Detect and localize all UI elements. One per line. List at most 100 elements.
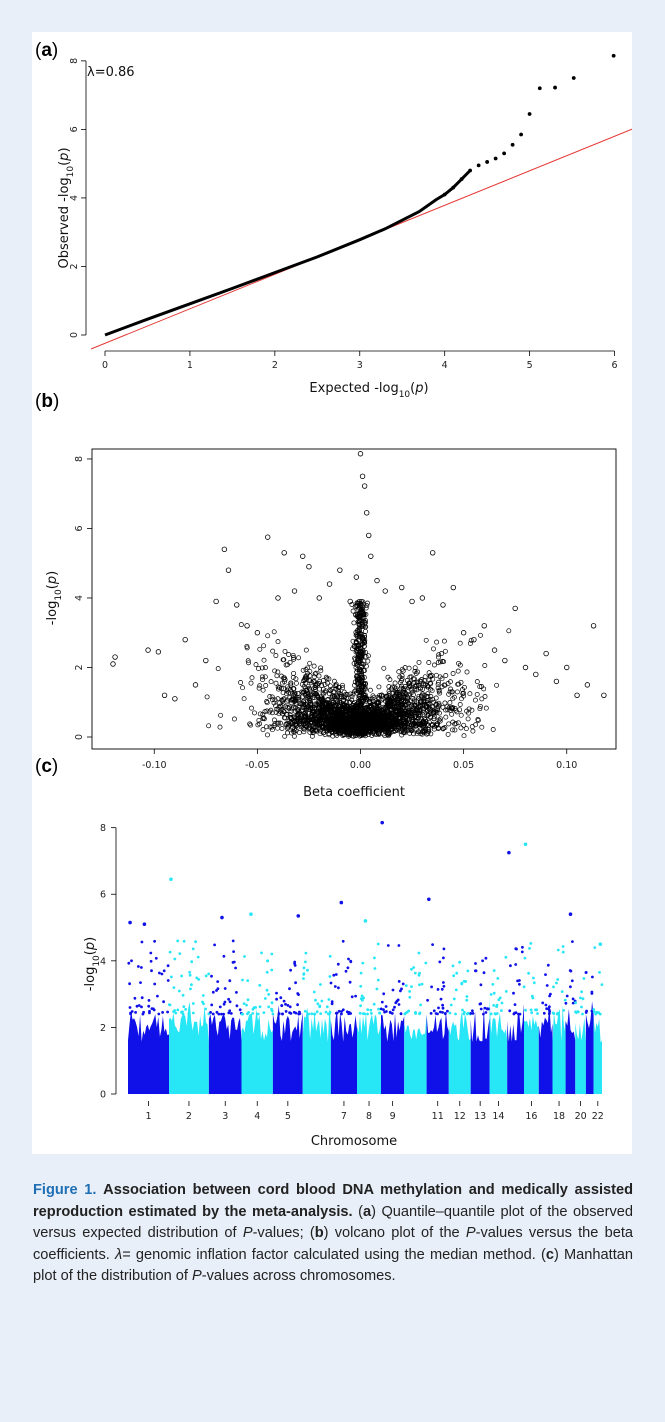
volcano-y-tick-label: 4	[74, 595, 85, 601]
manhattan-band	[565, 1008, 576, 1094]
manhattan-points	[592, 946, 604, 1016]
manhattan-chromosome-4	[240, 951, 275, 1094]
qq-x-tick-label: 3	[357, 360, 363, 371]
volcano-point	[440, 602, 446, 608]
volcano-x-tick-label: 0.00	[350, 760, 371, 771]
manhattan-band	[169, 1001, 209, 1094]
manhattan-band	[241, 1009, 273, 1094]
volcano-point	[368, 553, 374, 559]
manhattan-band	[575, 1018, 586, 1094]
qq-point	[476, 163, 481, 168]
manhattan-band	[128, 1010, 169, 1094]
manhattan-band	[524, 1015, 539, 1094]
qq-x-axis-label: Expected -log10(p)	[309, 381, 428, 400]
manhattan-peak-point	[296, 914, 301, 918]
qq-point	[510, 142, 515, 147]
qq-point	[493, 156, 498, 161]
panel-letter-a: (a)	[35, 40, 58, 61]
manhattan-points	[403, 951, 428, 1016]
volcano-point	[512, 605, 518, 612]
caption-italic-p2: P	[465, 1225, 476, 1241]
caption-text-3: -values; (	[252, 1225, 315, 1241]
volcano-point	[291, 588, 298, 594]
volcano-point	[300, 553, 306, 559]
volcano-x-tick-label: 0.05	[453, 760, 474, 771]
manhattan-peak-point	[339, 900, 344, 905]
volcano-plot: -0.10 -0.05 0.00 0.05 0.10 0 2 4 6 8 -log10(p) Be…	[45, 448, 617, 800]
manhattan-band	[208, 1013, 242, 1094]
caption-text-4: ) volcano plot of the	[323, 1225, 466, 1241]
manhattan-chromosome-10	[403, 951, 428, 1094]
volcano-point	[112, 654, 118, 660]
volcano-point	[553, 678, 560, 685]
manhattan-x-tick-label: 7	[341, 1111, 347, 1122]
qq-point	[571, 76, 576, 80]
manhattan-x-tick-label: 12	[454, 1111, 466, 1122]
volcano-point	[399, 584, 405, 591]
manhattan-points	[329, 939, 357, 1016]
manhattan-chromosome-12	[448, 960, 472, 1094]
caption-letter-c: c	[545, 1246, 554, 1263]
manhattan-chromosome-15	[507, 945, 524, 1094]
manhattan-y-tick-label: 6	[100, 890, 106, 901]
volcano-point	[155, 649, 162, 655]
caption-text-2: ) Quantile–quantile plot of the observed…	[33, 1203, 634, 1242]
volcano-y-tick-label: 8	[74, 456, 85, 462]
manhattan-x-tick-label: 4	[254, 1111, 260, 1122]
manhattan-band	[489, 997, 508, 1094]
manhattan-x-tick-label: 20	[575, 1111, 587, 1122]
manhattan-points	[302, 951, 332, 1016]
manhattan-peak-point	[568, 912, 573, 917]
manhattan-x-tick-label: 3	[222, 1111, 228, 1122]
volcano-point	[481, 623, 487, 629]
qq-plot: λ=0.86 0 1 2 3 4 5 6 0 2 4 6 8 Observed -log10(p) E…	[57, 53, 632, 400]
qq-point	[527, 112, 532, 116]
volcano-y-tick-label: 0	[74, 734, 85, 740]
caption-text-5: -values versus the beta coefficients.	[33, 1225, 634, 1263]
manhattan-x-tick-label: 1	[145, 1111, 151, 1122]
volcano-x-axis-label: Beta coefficient	[303, 785, 405, 800]
volcano-point	[522, 664, 529, 671]
caption-lambda: λ	[115, 1246, 123, 1263]
manhattan-band	[448, 1011, 471, 1094]
manhattan-chromosome-17	[538, 963, 553, 1094]
volcano-point	[203, 657, 209, 664]
manhattan-peak-point	[523, 842, 528, 847]
qq-y-tick-label: 0	[69, 332, 80, 338]
manhattan-chromosome-18	[551, 945, 567, 1094]
qq-point	[611, 53, 616, 58]
manhattan-point-group	[127, 820, 604, 1094]
manhattan-points	[489, 955, 508, 1016]
volcano-x-tick-label: -0.10	[142, 760, 167, 771]
manhattan-band	[585, 1001, 594, 1094]
volcano-x-tick-label: 0.10	[556, 760, 577, 771]
volcano-point	[533, 671, 539, 678]
figure-number: Figure 1.	[33, 1182, 97, 1198]
caption-letter-b: b	[314, 1225, 324, 1241]
manhattan-x-tick-label: 5	[285, 1111, 291, 1122]
manhattan-points	[426, 943, 449, 1016]
figure-title: Association between cord blood DNA methy…	[33, 1182, 634, 1220]
manhattan-peak-point	[249, 912, 253, 917]
manhattan-peak-point	[142, 922, 147, 927]
manhattan-points	[275, 960, 302, 1016]
qq-y-tick-label: 2	[69, 263, 80, 269]
manhattan-band	[272, 1005, 303, 1094]
volcano-point	[419, 595, 426, 601]
panel-letter-c: (c)	[35, 756, 58, 777]
qq-x-tick-label: 4	[442, 360, 448, 371]
volcano-point	[460, 630, 467, 636]
volcano-tick-group: -0.10 -0.05 0.00 0.05 0.10 0 2 4 6 8	[74, 456, 577, 771]
manhattan-x-tick-label: 22	[592, 1111, 604, 1122]
volcano-point	[409, 598, 415, 605]
volcano-y-axis-label: -log10(p)	[45, 571, 64, 625]
manhattan-chromosome-3	[208, 939, 243, 1094]
manhattan-x-tick-label: 14	[492, 1111, 504, 1122]
qq-point	[519, 132, 523, 137]
manhattan-chromosome-1	[127, 939, 170, 1094]
